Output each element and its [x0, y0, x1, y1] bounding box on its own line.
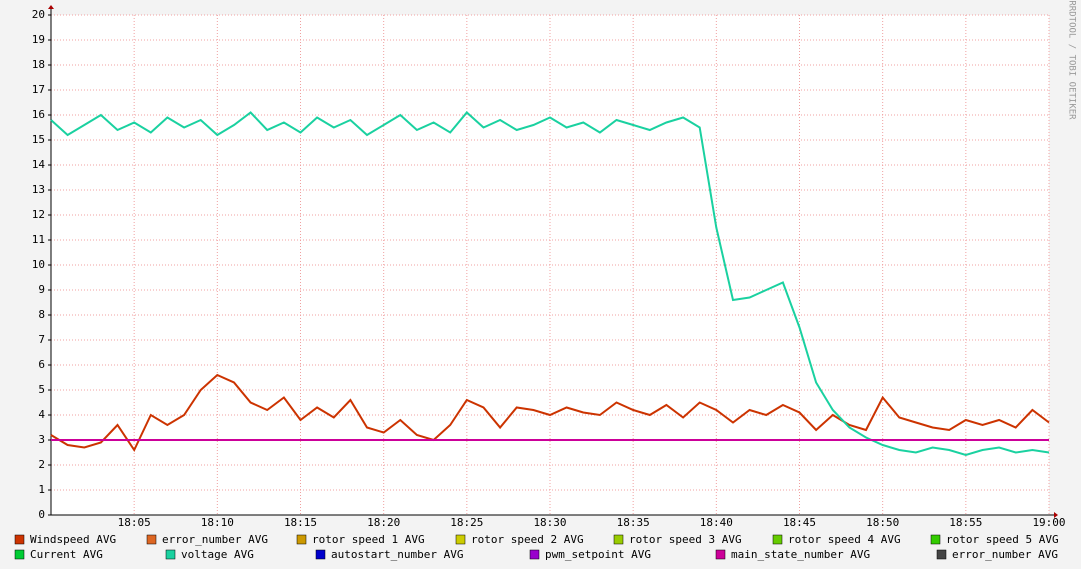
legend-swatch	[315, 549, 326, 560]
legend-swatch	[772, 534, 783, 545]
y-tick-label: 0	[38, 508, 45, 521]
y-tick-label: 1	[38, 483, 45, 496]
y-tick-label: 5	[38, 383, 45, 396]
x-tick-label: 18:20	[367, 516, 400, 529]
x-tick-label: 18:40	[700, 516, 733, 529]
legend-label: error_number AVG	[952, 548, 1058, 561]
legend-swatch	[715, 549, 726, 560]
y-tick-label: 17	[32, 83, 45, 96]
x-tick-label: 18:15	[284, 516, 317, 529]
legend-label: rotor speed 3 AVG	[629, 533, 742, 546]
x-tick-label: 19:00	[1032, 516, 1065, 529]
legend-label: Current AVG	[30, 548, 103, 561]
watermark: RRDTOOL / TOBI OETIKER	[1067, 0, 1077, 120]
legend-label: rotor speed 5 AVG	[946, 533, 1059, 546]
y-tick-label: 18	[32, 58, 45, 71]
axis-arrow	[48, 5, 54, 9]
axis-arrow	[1054, 512, 1058, 518]
x-tick-label: 18:55	[949, 516, 982, 529]
legend-swatch	[296, 534, 307, 545]
legend-swatch	[14, 534, 25, 545]
legend-swatch	[165, 549, 176, 560]
legend-label: autostart_number AVG	[331, 548, 463, 561]
y-tick-label: 16	[32, 108, 45, 121]
data-line	[50, 373, 1050, 453]
x-tick-label: 18:50	[866, 516, 899, 529]
y-tick-label: 11	[32, 233, 45, 246]
legend-swatch	[455, 534, 466, 545]
y-tick-label: 9	[38, 283, 45, 296]
x-tick-label: 18:10	[201, 516, 234, 529]
legend-label: Windspeed AVG	[30, 533, 116, 546]
legend-swatch	[14, 549, 25, 560]
legend-swatch	[529, 549, 540, 560]
x-tick-label: 18:05	[118, 516, 151, 529]
y-tick-label: 20	[32, 8, 45, 21]
y-tick-label: 7	[38, 333, 45, 346]
y-tick-label: 8	[38, 308, 45, 321]
legend-swatch	[930, 534, 941, 545]
x-tick-label: 18:30	[533, 516, 566, 529]
y-tick-label: 19	[32, 33, 45, 46]
y-tick-label: 6	[38, 358, 45, 371]
legend-label: voltage AVG	[181, 548, 254, 561]
x-tick-label: 18:45	[783, 516, 816, 529]
legend-label: rotor speed 4 AVG	[788, 533, 901, 546]
y-tick-label: 3	[38, 433, 45, 446]
y-tick-label: 13	[32, 183, 45, 196]
legend-label: main_state_number AVG	[731, 548, 870, 561]
legend-swatch	[613, 534, 624, 545]
legend-label: rotor speed 1 AVG	[312, 533, 425, 546]
legend-label: pwm_setpoint AVG	[545, 548, 651, 561]
legend-label: error_number AVG	[162, 533, 268, 546]
y-tick-label: 2	[38, 458, 45, 471]
legend-swatch	[146, 534, 157, 545]
y-tick-label: 4	[38, 408, 45, 421]
x-tick-label: 18:35	[617, 516, 650, 529]
y-tick-label: 10	[32, 258, 45, 271]
data-line	[50, 111, 1050, 457]
legend-swatch	[936, 549, 947, 560]
x-tick-label: 18:25	[450, 516, 483, 529]
y-tick-label: 12	[32, 208, 45, 221]
y-tick-label: 14	[32, 158, 46, 171]
y-tick-label: 15	[32, 133, 45, 146]
legend-label: rotor speed 2 AVG	[471, 533, 584, 546]
